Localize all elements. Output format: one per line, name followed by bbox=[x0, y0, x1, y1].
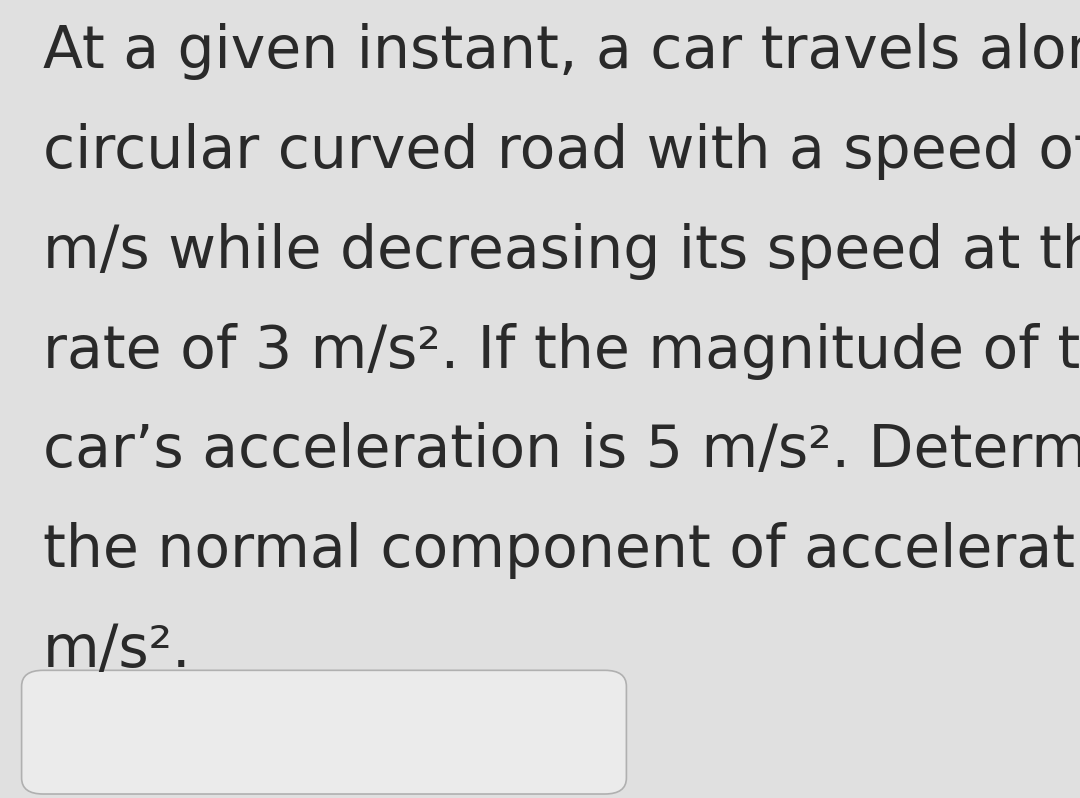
Text: At a given instant, a car travels along a: At a given instant, a car travels along … bbox=[43, 23, 1080, 81]
Text: m/s while decreasing its speed at the: m/s while decreasing its speed at the bbox=[43, 223, 1080, 280]
FancyBboxPatch shape bbox=[22, 670, 626, 794]
Text: the normal component of acceleration in: the normal component of acceleration in bbox=[43, 522, 1080, 579]
Text: rate of 3 m/s². If the magnitude of the: rate of 3 m/s². If the magnitude of the bbox=[43, 322, 1080, 380]
Text: car’s acceleration is 5 m/s². Determine: car’s acceleration is 5 m/s². Determine bbox=[43, 422, 1080, 480]
Text: m/s².: m/s². bbox=[43, 622, 192, 679]
Text: circular curved road with a speed of 20: circular curved road with a speed of 20 bbox=[43, 123, 1080, 180]
